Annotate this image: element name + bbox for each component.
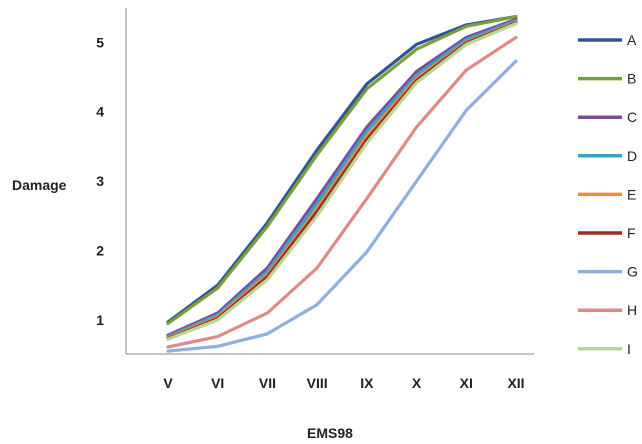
legend-label: B: [627, 71, 636, 87]
y-tick-label: 1: [96, 312, 104, 328]
series-line-g: [166, 59, 518, 353]
legend-label: E: [627, 186, 636, 202]
series-line-a: [166, 15, 518, 324]
x-axis-title: EMS98: [307, 425, 353, 441]
y-tick-label: 2: [96, 243, 104, 259]
y-tick-label: 4: [96, 104, 104, 120]
series-line-c: [166, 17, 518, 337]
legend-label: A: [627, 32, 637, 48]
legend-label: H: [627, 302, 637, 318]
series-line-d: [166, 19, 518, 339]
legend-label: G: [627, 264, 638, 280]
series-lines: [166, 15, 518, 353]
x-tick-label: XI: [460, 375, 473, 391]
x-tick-labels: V VI VII VIII IX X XI XII: [163, 375, 524, 391]
y-tick-label: 5: [96, 34, 104, 50]
y-tick-labels: 1 2 3 4 5: [96, 34, 104, 328]
x-tick-label: VI: [211, 375, 224, 391]
legend: A B C D E F G H I: [578, 32, 638, 357]
series-line-b: [166, 15, 518, 325]
x-tick-label: VIII: [307, 375, 328, 391]
y-tick-label: 3: [96, 173, 104, 189]
y-axis-title: Damage: [12, 177, 67, 193]
x-tick-label: VII: [259, 375, 276, 391]
series-line-i: [166, 22, 518, 341]
legend-label: F: [627, 225, 636, 241]
legend-label: C: [627, 109, 637, 125]
x-tick-label: IX: [360, 375, 374, 391]
x-tick-label: X: [412, 375, 422, 391]
legend-label: D: [627, 148, 637, 164]
series-line-h: [166, 35, 518, 349]
x-tick-label: V: [163, 375, 173, 391]
x-tick-label: XII: [507, 375, 524, 391]
legend-label: I: [627, 341, 631, 357]
